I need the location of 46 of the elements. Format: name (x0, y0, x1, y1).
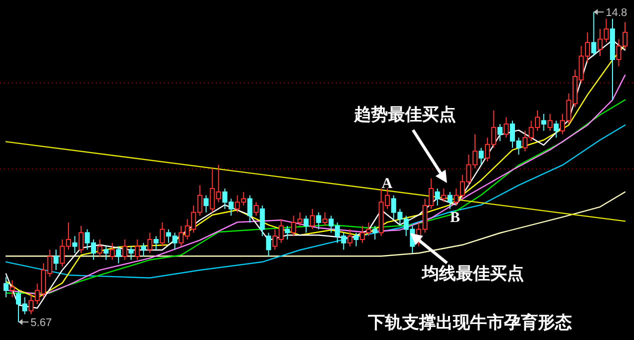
candlestick (260, 205, 265, 237)
candlestick (122, 238, 128, 260)
candlestick (134, 238, 140, 260)
candlestick (504, 116, 509, 138)
candlestick (447, 191, 452, 210)
candlestick (160, 222, 165, 247)
candlestick (284, 225, 290, 240)
candlestick (4, 276, 8, 298)
candlestick (591, 12, 596, 57)
candlestick (497, 124, 502, 142)
candlestick (78, 225, 84, 254)
candlestick (322, 212, 328, 226)
candlestick (97, 238, 102, 257)
candlestick (316, 212, 322, 230)
candlestick (541, 113, 546, 132)
candlestick (10, 280, 15, 298)
candlestick (254, 202, 259, 216)
candlestick (554, 120, 559, 138)
candlestick (434, 188, 440, 206)
annotation: 5.67 (30, 317, 52, 329)
annotation: A (382, 176, 393, 192)
candlestick (128, 246, 134, 260)
candlestick (441, 188, 446, 203)
candlestick (104, 246, 109, 260)
candlestick (154, 236, 159, 250)
candlestick (247, 194, 252, 224)
candlestick (147, 232, 152, 254)
candlestick (354, 232, 359, 247)
annotation: 14.8 (606, 7, 628, 19)
candlestick (204, 194, 209, 213)
candlestick (141, 242, 146, 257)
candlestick (372, 225, 378, 240)
annotation: 均线最佳买点 (421, 264, 524, 283)
candlestick (478, 147, 484, 166)
candlestick (304, 215, 309, 234)
candlestick (266, 232, 272, 257)
annotation: 趋势最佳买点 (353, 105, 456, 124)
candlestick (547, 113, 552, 132)
candlestick (54, 249, 59, 271)
candlestick (72, 236, 78, 254)
annotation: B (450, 210, 460, 226)
text: 下轨支撑出现牛市孕育形态 (367, 312, 572, 332)
candlestick (310, 208, 315, 230)
candlestick (116, 246, 122, 264)
candlestick (110, 242, 115, 260)
candlestick (347, 228, 352, 247)
